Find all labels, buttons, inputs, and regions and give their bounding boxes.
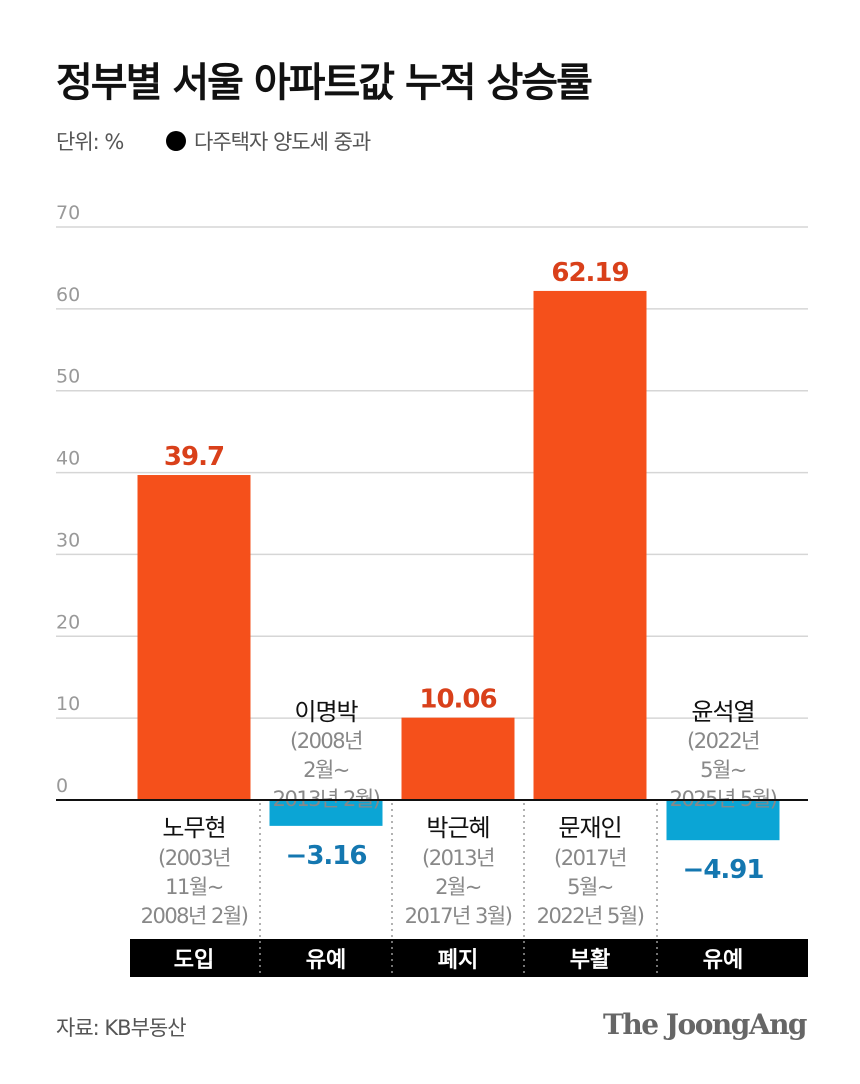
policy-label: 부활: [570, 948, 610, 973]
bar-chart: 0 10 20 30 40 50 60 70 39.7 노무현 (2003년 11월~ 2008년 2월…: [56, 202, 808, 977]
source-label: 자료: KB부동산: [56, 1016, 187, 1040]
bar-1: [269, 800, 383, 826]
value-label: 39.7: [164, 442, 224, 472]
policy-label: 폐지: [438, 948, 478, 973]
policy-label: 도입: [174, 948, 214, 973]
y-tick-label: 40: [56, 448, 80, 470]
category-period: (2013년: [422, 846, 494, 870]
chart-title: 정부별 서울 아파트값 누적 상승률: [56, 60, 593, 106]
legend-label: 다주택자 양도세 중과: [194, 130, 371, 154]
category-period: (2022년: [687, 729, 759, 753]
category-period: 2017년 3월): [405, 904, 512, 928]
category-period: (2017년: [554, 846, 626, 870]
policy-band: [130, 939, 808, 977]
category-period: 5월~: [700, 758, 746, 782]
category-name: 박근혜: [426, 814, 489, 842]
y-tick-label: 60: [56, 284, 80, 306]
logo: The JoongAng: [603, 1008, 807, 1041]
unit-label: 단위: %: [56, 130, 124, 154]
category-period: (2008년: [290, 729, 362, 753]
category-period: (2003년: [158, 846, 230, 870]
y-tick-label: 20: [56, 611, 80, 633]
category-name: 노무현: [162, 814, 225, 842]
y-tick-label: 70: [56, 202, 80, 224]
value-label: 10.06: [419, 685, 496, 715]
policy-label: 유예: [703, 948, 743, 973]
bar-4: [666, 800, 780, 841]
bar-0: [137, 475, 251, 800]
bar-3: [533, 290, 647, 800]
legend-dot-icon: [166, 131, 186, 151]
category-name: 이명박: [294, 698, 358, 726]
category-name: 윤석열: [691, 698, 754, 726]
category-period: 5월~: [567, 875, 613, 899]
value-label: 62.19: [551, 258, 628, 288]
category-period: 2월~: [303, 758, 349, 782]
value-label: −3.16: [286, 841, 367, 871]
y-tick-label: 0: [56, 775, 68, 797]
category-name: 문재인: [558, 814, 621, 842]
category-period: 2008년 2월): [141, 904, 248, 928]
legend: 다주택자 양도세 중과: [166, 126, 371, 156]
category-period: 11월~: [165, 875, 223, 899]
category-period: 2월~: [435, 875, 481, 899]
value-label: −4.91: [683, 855, 764, 885]
y-tick-label: 50: [56, 366, 80, 388]
bar-2: [401, 717, 515, 800]
y-tick-label: 10: [56, 693, 80, 715]
y-tick-label: 30: [56, 529, 80, 551]
policy-label: 유예: [306, 948, 346, 973]
category-period: 2022년 5월): [537, 904, 644, 928]
